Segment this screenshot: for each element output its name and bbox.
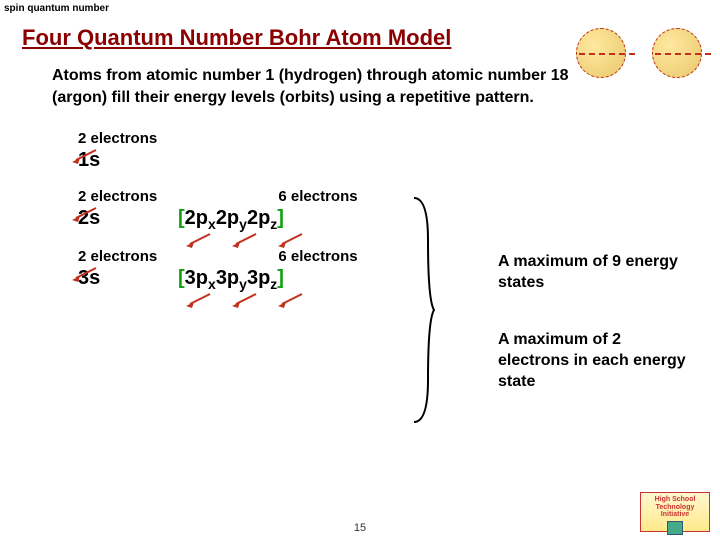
side-note-max-states: A maximum of 9 energy states	[498, 252, 690, 294]
p-orbital: 3p	[185, 267, 208, 289]
decorative-orbitals	[576, 28, 702, 78]
orbital-sphere	[576, 28, 626, 78]
p-orbital: 2p	[185, 207, 208, 229]
house-icon	[667, 521, 683, 535]
arrow-icon	[276, 291, 304, 307]
header-strip: spin quantum number	[0, 0, 720, 17]
electron-count: 2 electrons	[78, 188, 198, 205]
electron-count: 6 electrons	[238, 188, 398, 205]
bracket-close: ]	[277, 267, 284, 289]
electron-count: 6 electrons	[238, 248, 398, 265]
bracket-open: [	[178, 207, 185, 229]
arrow-icon	[70, 266, 98, 282]
electron-count: 2 electrons	[78, 248, 198, 265]
curly-brace-icon	[410, 190, 436, 430]
electron-count: 2 electrons	[78, 130, 198, 147]
arrow-icon	[70, 148, 98, 164]
orbital-row-1: 2 electrons 1s	[78, 130, 720, 172]
p-orbital: 2p	[216, 207, 239, 229]
p-orbital: 3p	[247, 267, 270, 289]
p-subscript: y	[239, 276, 247, 292]
p-subscript: x	[208, 276, 216, 292]
p-orbital-group-3: [3px3py3pz]	[178, 267, 284, 292]
arrow-icon	[70, 206, 98, 222]
orbital-row-2: 2 electrons 6 electrons 2s [2px2py2pz]	[78, 188, 720, 232]
page-number: 15	[354, 522, 366, 534]
p-orbital: 3p	[216, 267, 239, 289]
logo-badge: High School Technology Initiative	[640, 492, 710, 532]
p-subscript: y	[239, 216, 247, 232]
p-orbital-group-2: [2px2py2pz]	[178, 207, 284, 232]
orbital-sphere	[652, 28, 702, 78]
arrow-icon	[184, 231, 212, 247]
logo-text: High School Technology Initiative	[655, 496, 696, 518]
arrow-icon	[276, 231, 304, 247]
side-note-max-electrons: A maximum of 2 electrons in each energy …	[498, 330, 690, 392]
bracket-open: [	[178, 267, 185, 289]
arrow-icon	[184, 291, 212, 307]
bracket-close: ]	[277, 207, 284, 229]
arrow-icon	[230, 291, 258, 307]
p-subscript: x	[208, 216, 216, 232]
arrow-icon	[230, 231, 258, 247]
p-orbital: 2p	[247, 207, 270, 229]
